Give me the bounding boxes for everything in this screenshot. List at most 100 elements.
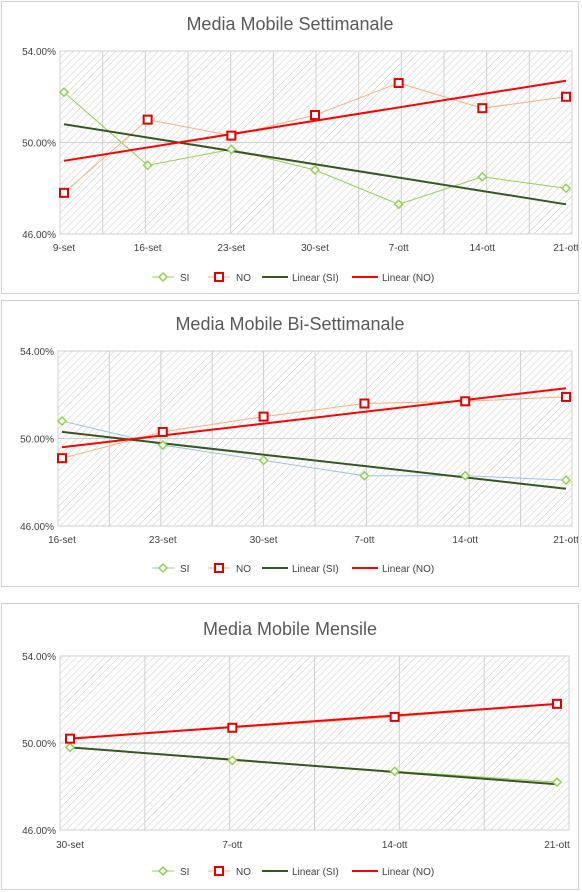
legend-label: SI — [180, 273, 189, 284]
no-point — [59, 187, 69, 198]
y-tick-label: 46.00% — [22, 826, 56, 837]
series-line-no — [61, 396, 567, 459]
y-tick-label: 50.00% — [20, 435, 54, 446]
y-tick-label: 50.00% — [22, 139, 56, 150]
si-point — [393, 199, 404, 210]
legend-marker — [214, 563, 224, 573]
si-point — [477, 171, 488, 182]
series-line-linear-no — [69, 702, 558, 740]
x-tick-label: 16-set — [48, 535, 76, 546]
si-point — [142, 160, 153, 171]
legend-item-si: SI — [152, 271, 189, 284]
y-tick-label: 54.00% — [20, 347, 54, 358]
chart-weekly-svg: Media Mobile Settimanale 46.00% 50.00% 54.0… — [22, 14, 578, 284]
x-tick-label: 16-set — [134, 243, 162, 254]
si-point — [551, 777, 563, 788]
legend-label: SI — [180, 564, 189, 575]
series-line-linear-no — [61, 387, 567, 449]
legend-marker — [214, 866, 224, 876]
x-tick-label: 21-ott — [553, 243, 578, 254]
no-point — [393, 78, 404, 89]
legend-item-no: NO — [208, 866, 251, 878]
no-point — [57, 453, 67, 464]
no-point — [227, 722, 238, 733]
chart-weekly-panel: Media Mobile Settimanale 46.00% 50.00% 54.0… — [1, 1, 579, 294]
si-point — [157, 440, 168, 451]
si-point — [560, 183, 572, 194]
legend-label: NO — [236, 564, 251, 575]
x-tick-label: 14-ott — [470, 243, 496, 254]
legend-marker — [157, 865, 169, 877]
si-point — [258, 455, 269, 466]
legend-label: Linear (SI) — [292, 273, 339, 284]
si-point — [359, 470, 370, 481]
legend-item-no: NO — [208, 563, 251, 575]
legend-item-si: SI — [152, 562, 189, 575]
y-tick-label: 50.00% — [22, 739, 56, 750]
si-point — [56, 415, 68, 427]
y-tick-label: 54.00% — [22, 47, 56, 58]
legend-item-no: NO — [208, 272, 251, 284]
x-tick-label: 7-ott — [222, 840, 242, 851]
no-point — [561, 391, 571, 402]
legend-marker — [157, 562, 169, 574]
legend-item-lno: Linear (NO) — [352, 564, 434, 575]
chart-monthly-panel: Media Mobile Mensile 46.00% 50.00% 54.00% 30… — [1, 603, 579, 890]
no-point — [258, 411, 269, 422]
series-line-linear-si — [63, 123, 567, 206]
si-point — [227, 755, 238, 766]
legend-label: Linear (NO) — [382, 867, 434, 878]
x-tick-label: 7-ott — [389, 243, 409, 254]
x-tick-label: 23-set — [217, 243, 245, 254]
chart-title: Media Mobile Mensile — [203, 619, 377, 639]
no-point — [65, 733, 75, 744]
legend-label: Linear (NO) — [382, 273, 434, 284]
legend-item-lsi: Linear (SI) — [262, 273, 339, 284]
series-line-linear-no — [63, 79, 567, 162]
legend-label: Linear (SI) — [292, 564, 339, 575]
x-tick-label: 21-ott — [553, 535, 578, 546]
si-point — [226, 144, 237, 155]
x-tick-label: 7-ott — [354, 535, 374, 546]
x-tick-label: 14-ott — [382, 840, 408, 851]
x-tick-label: 9-set — [53, 243, 75, 254]
x-tick-label: 30-set — [250, 535, 278, 546]
si-point — [460, 470, 471, 481]
legend-label: NO — [236, 273, 251, 284]
no-point — [359, 398, 370, 409]
no-point — [389, 711, 400, 722]
legend-marker — [157, 271, 169, 283]
chart-biweekly-svg: Media Mobile Bi-Settimanale 46.00% 50.00% 5… — [20, 314, 578, 575]
chart-title: Media Mobile Bi-Settimanale — [175, 314, 404, 334]
legend-marker — [214, 272, 224, 282]
plot-border — [59, 655, 570, 831]
no-point — [552, 698, 562, 709]
no-point — [561, 91, 571, 102]
x-tick-label: 30-set — [56, 840, 84, 851]
x-tick-label: 30-set — [301, 243, 329, 254]
no-point — [460, 396, 471, 407]
series-line-linear-si — [69, 746, 558, 786]
si-point — [58, 87, 70, 98]
no-point — [310, 110, 320, 121]
no-point — [142, 114, 153, 125]
y-tick-label: 54.00% — [22, 652, 56, 663]
x-tick-label: 21-ott — [544, 840, 570, 851]
plot-border — [59, 50, 573, 235]
legend-label: NO — [236, 867, 251, 878]
plot-border — [57, 350, 573, 527]
chart-monthly-svg: Media Mobile Mensile 46.00% 50.00% 54.00% 30… — [22, 619, 570, 878]
legend-label: Linear (NO) — [382, 564, 434, 575]
legend-item-lno: Linear (NO) — [352, 273, 434, 284]
legend-item-lsi: Linear (SI) — [262, 564, 339, 575]
si-point — [64, 742, 76, 753]
no-point — [226, 130, 237, 141]
chart-biweekly-panel: Media Mobile Bi-Settimanale 46.00% 50.00% 5… — [1, 300, 579, 587]
si-point — [309, 164, 321, 176]
legend-label: Linear (SI) — [292, 867, 339, 878]
x-tick-label: 23-set — [149, 535, 177, 546]
y-tick-label: 46.00% — [22, 230, 56, 241]
legend-item-si: SI — [152, 865, 189, 878]
y-tick-label: 46.00% — [20, 522, 54, 533]
si-point — [560, 475, 572, 486]
